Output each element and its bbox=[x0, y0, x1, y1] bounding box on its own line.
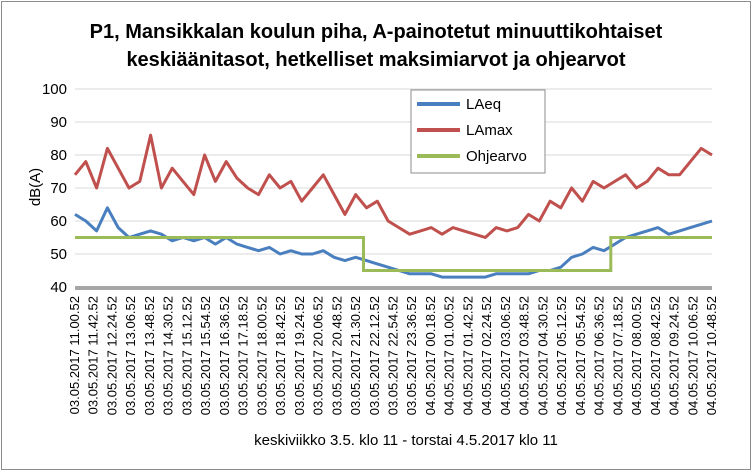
x-tick-label: 03.05.2017 15.12.52 bbox=[179, 296, 194, 415]
x-tick-label: 04.05.2017 00.18.52 bbox=[423, 296, 438, 415]
y-tick-label: 40 bbox=[50, 279, 67, 296]
x-tick-label: 04.05.2017 08.42.52 bbox=[648, 296, 663, 415]
x-tick-label: 04.05.2017 10.48.52 bbox=[704, 296, 719, 415]
legend-label-laeq: LAeq bbox=[466, 96, 501, 113]
x-tick-label: 03.05.2017 13.06.52 bbox=[123, 296, 138, 415]
series-layer bbox=[73, 133, 713, 279]
x-tick-label: 03.05.2017 11.42.52 bbox=[86, 296, 101, 414]
y-tick-label: 50 bbox=[50, 246, 67, 263]
x-tick-labels: 03.05.2017 11.00.52 03.05.2017 11.42.52 03… bbox=[67, 296, 719, 415]
y-tick-label: 90 bbox=[50, 114, 67, 131]
x-tick-label: 03.05.2017 11.00.52 bbox=[67, 296, 82, 414]
legend-label-ohjearvo: Ohjearvo bbox=[466, 148, 527, 165]
y-tick-label: 60 bbox=[50, 213, 67, 230]
x-tick-label: 04.05.2017 09.24.52 bbox=[667, 296, 682, 415]
x-axis-label: keskiviikko 3.5. klo 11 - torstai 4.5.20… bbox=[254, 432, 558, 449]
series-line-ohjearvo bbox=[75, 236, 712, 272]
x-tick-label: 04.05.2017 06.36.52 bbox=[592, 296, 607, 415]
chart-title-line-1: P1, Mansikkalan koulun piha, A-painotetu… bbox=[89, 21, 663, 43]
x-tick-label: 04.05.2017 04.30.52 bbox=[535, 296, 550, 415]
x-tick-label: 03.05.2017 23.36.52 bbox=[404, 296, 419, 415]
x-tick-label: 03.05.2017 18.00.52 bbox=[254, 296, 269, 415]
x-tick-label: 03.05.2017 19.24.52 bbox=[292, 296, 307, 415]
x-tick-label: 03.05.2017 21.30.52 bbox=[348, 296, 363, 415]
chart-title: P1, Mansikkalan koulun piha, A-painotetu… bbox=[0, 18, 752, 74]
x-tick-label: 04.05.2017 03.06.52 bbox=[498, 296, 513, 415]
series-line-lamax bbox=[73, 133, 713, 239]
y-tick-label: 100 bbox=[42, 81, 67, 98]
x-tick-label: 04.05.2017 02.24.52 bbox=[479, 296, 494, 415]
x-tick-label: 04.05.2017 01.42.52 bbox=[460, 296, 475, 415]
y-tick-labels: 40 50 60 70 80 90 100 bbox=[42, 81, 67, 296]
x-tick-label: 03.05.2017 22.54.52 bbox=[386, 296, 401, 415]
x-tick-label: 03.05.2017 13.48.52 bbox=[142, 296, 157, 415]
x-tick-label: 04.05.2017 07.18.52 bbox=[610, 296, 625, 415]
x-tick-label: 04.05.2017 08.00.52 bbox=[629, 296, 644, 415]
series-line-laeq bbox=[74, 206, 713, 279]
x-tick-label: 03.05.2017 12.24.52 bbox=[104, 296, 119, 415]
x-tick-label: 03.05.2017 20.06.52 bbox=[311, 296, 326, 415]
x-tick-label: 03.05.2017 22.12.52 bbox=[367, 296, 382, 415]
legend-label-lamax: LAmax bbox=[466, 122, 513, 139]
x-tick-label: 04.05.2017 05.54.52 bbox=[573, 296, 588, 415]
y-tick-label: 70 bbox=[50, 180, 67, 197]
x-tick-label: 03.05.2017 15.54.52 bbox=[198, 296, 213, 415]
x-tick-label: 03.05.2017 18.42.52 bbox=[273, 296, 288, 415]
x-tick-label: 04.05.2017 10.06.52 bbox=[685, 296, 700, 415]
x-tick-label: 04.05.2017 03.48.52 bbox=[517, 296, 532, 415]
y-axis-label: dB(A) bbox=[27, 168, 44, 206]
chart-title-line-2: keskiäänitasot, hetkelliset maksimiarvot… bbox=[126, 49, 626, 71]
x-tick-label: 03.05.2017 20.48.52 bbox=[329, 296, 344, 415]
x-tick-label: 04.05.2017 05.12.52 bbox=[554, 296, 569, 415]
x-tick-label: 03.05.2017 14.30.52 bbox=[161, 296, 176, 415]
x-tick-label: 03.05.2017 16.36.52 bbox=[217, 296, 232, 415]
y-tick-label: 80 bbox=[50, 147, 67, 164]
legend: LAeq LAmax Ohjearvo bbox=[410, 89, 546, 174]
x-tick-label: 03.05.2017 17.18.52 bbox=[236, 296, 251, 415]
x-tick-label: 04.05.2017 01.00.52 bbox=[442, 296, 457, 415]
grid-lines bbox=[75, 88, 712, 290]
